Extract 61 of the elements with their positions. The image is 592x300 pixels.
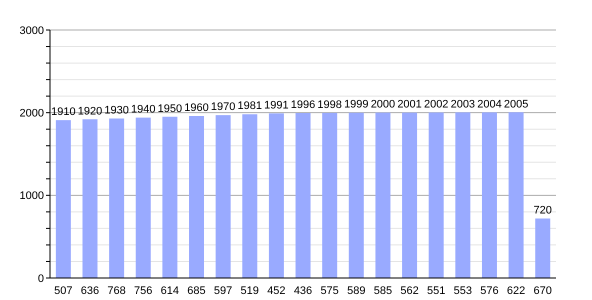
bar [508, 112, 524, 278]
y-tick-label: 1000 [20, 190, 44, 202]
y-tick-label: 0 [38, 272, 44, 285]
bar [216, 115, 231, 278]
data-label: 2003 [450, 98, 476, 110]
x-tick-label: 507 [54, 284, 72, 297]
data-label: 1981 [238, 100, 262, 112]
data-label: 1950 [158, 102, 182, 115]
bar [109, 118, 124, 278]
bar [375, 112, 390, 278]
bar [82, 119, 98, 278]
bar [428, 112, 444, 278]
x-tick-label: 685 [187, 284, 206, 297]
x-tick-label: 756 [134, 284, 152, 297]
x-tick-label: 670 [534, 284, 552, 297]
x-tick-label: 768 [107, 284, 126, 297]
x-tick-label: 576 [480, 284, 499, 297]
bar [56, 120, 71, 278]
data-label: 1999 [344, 98, 369, 111]
y-tick-label: 3000 [20, 24, 44, 37]
data-label: 1940 [131, 104, 156, 116]
data-label: 1920 [78, 105, 102, 118]
x-tick-label: 597 [214, 284, 232, 297]
x-tick-label: 575 [320, 284, 339, 297]
bar [402, 112, 418, 278]
bar [482, 112, 497, 278]
x-tick-label: 436 [294, 284, 312, 297]
bar [189, 116, 204, 278]
x-tick-label: 589 [347, 284, 366, 297]
x-tick-label: 519 [240, 284, 259, 297]
bar [348, 112, 364, 278]
data-label: 2001 [397, 98, 422, 111]
data-label: 1970 [210, 101, 236, 114]
x-tick-label: 551 [426, 284, 446, 297]
bar [268, 113, 284, 278]
data-label: 2005 [504, 98, 528, 110]
bar [322, 112, 338, 278]
data-label: 2004 [477, 98, 502, 110]
bar [535, 218, 550, 278]
data-label: 1996 [290, 98, 316, 111]
bar [296, 112, 311, 278]
x-tick-label: 562 [400, 284, 419, 297]
x-tick-label: 636 [80, 284, 100, 297]
x-tick-label: 553 [454, 284, 472, 297]
bar [242, 114, 258, 278]
data-label: 720 [534, 204, 552, 216]
x-tick-label: 622 [506, 284, 526, 297]
x-tick-label: 614 [160, 284, 180, 297]
x-tick-label: 452 [267, 284, 286, 297]
data-label: 1960 [184, 102, 209, 114]
data-label: 1930 [104, 104, 129, 116]
x-tick-label: 585 [374, 284, 392, 297]
data-label: 1998 [317, 98, 342, 111]
data-label: 2002 [424, 98, 448, 110]
data-label: 2000 [370, 98, 396, 111]
bar [162, 116, 178, 278]
data-label: 1910 [51, 106, 76, 118]
bar [455, 112, 470, 278]
bar [136, 118, 151, 278]
data-label: 1991 [264, 99, 289, 112]
y-tick-label: 2000 [20, 108, 44, 120]
